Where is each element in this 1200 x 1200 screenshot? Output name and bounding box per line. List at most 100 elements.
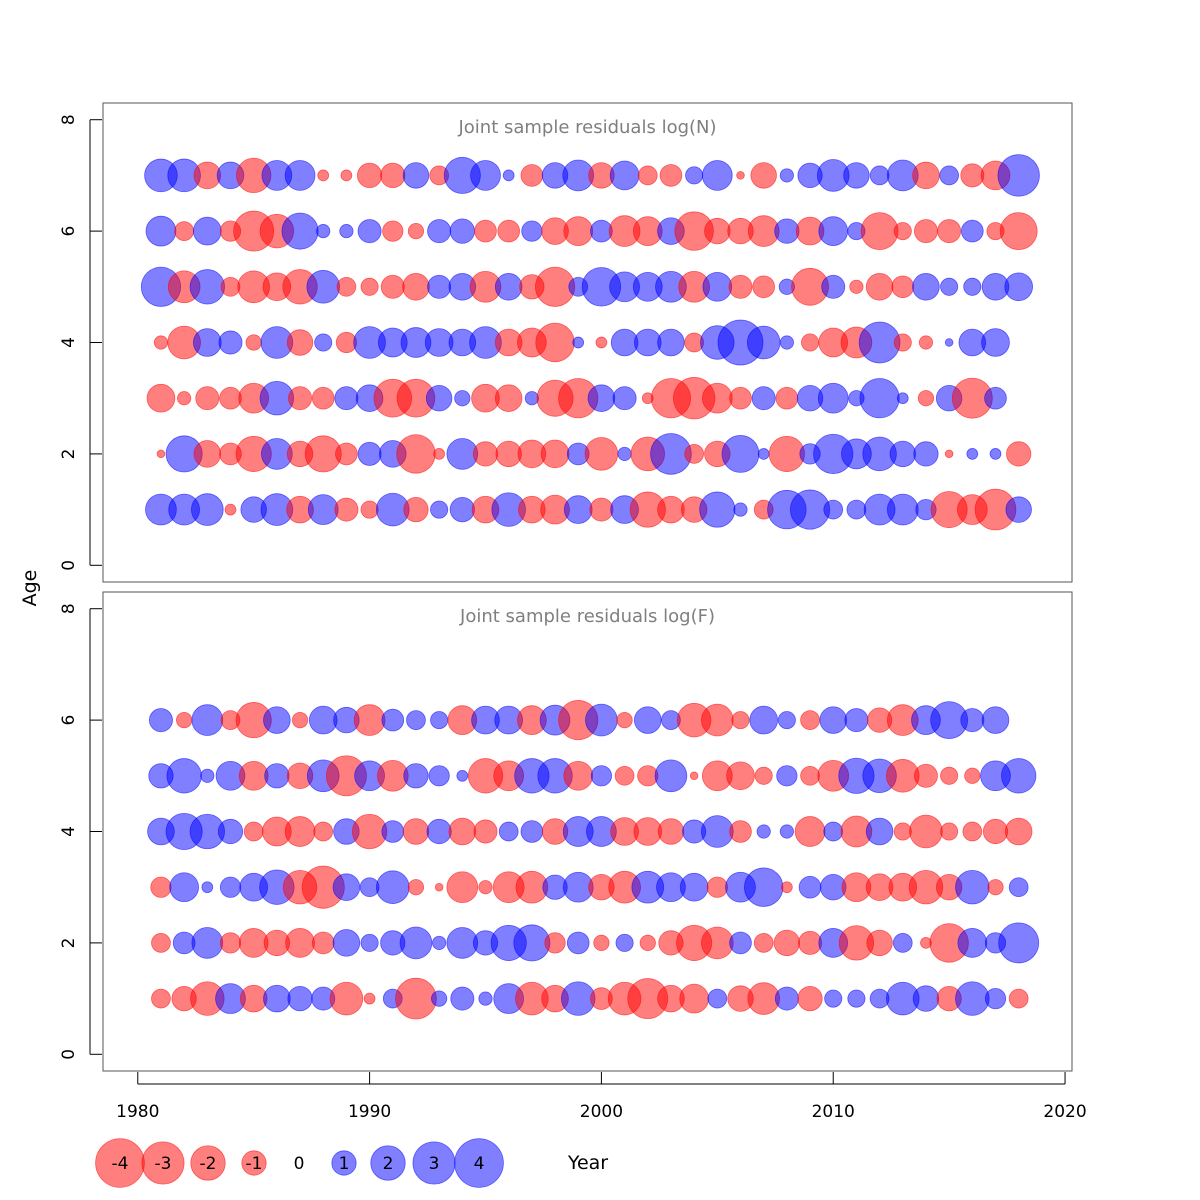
- legend-label: 4: [474, 1154, 485, 1174]
- bubble-point: [281, 212, 319, 250]
- bubble-point: [166, 758, 202, 794]
- bubble-point: [912, 273, 940, 301]
- bubble-point: [563, 760, 594, 791]
- bubble-point: [502, 169, 515, 182]
- bubble-point: [729, 820, 752, 843]
- bubble-point: [399, 926, 433, 960]
- legend-item: -1: [241, 1150, 267, 1176]
- bubble-point: [201, 881, 214, 894]
- bubble-point: [818, 216, 849, 246]
- bubble-point: [775, 386, 799, 410]
- bubble-point: [746, 325, 781, 360]
- bubble-point: [340, 169, 353, 182]
- bubble-point: [639, 934, 656, 952]
- bubble-point: [380, 162, 406, 189]
- bubble-point: [291, 711, 309, 729]
- bubble-point: [918, 335, 934, 350]
- bubble-point: [798, 930, 823, 955]
- bubble-point: [454, 390, 471, 407]
- bubble-point: [1008, 988, 1029, 1009]
- bubble-point: [449, 496, 475, 523]
- bubble-point: [699, 491, 736, 528]
- bubble-point: [984, 386, 1007, 410]
- legend-item: 1: [331, 1150, 357, 1176]
- bubble-point: [191, 927, 224, 959]
- bubble-point: [937, 219, 962, 244]
- bubble-point: [960, 163, 985, 188]
- bubble-point: [800, 710, 820, 730]
- bubble-point: [263, 706, 291, 734]
- legend-bubble: [454, 1138, 504, 1188]
- bubble-point: [360, 933, 379, 952]
- y-tick-label: 4: [59, 826, 79, 837]
- bubble-point: [961, 219, 984, 243]
- bubble-point: [701, 926, 734, 960]
- bubble-point: [473, 819, 498, 844]
- bubble-point: [494, 384, 523, 412]
- bubble-point: [426, 818, 452, 845]
- bubble-point: [450, 986, 475, 1011]
- bubble-point: [955, 981, 990, 1016]
- bubbles: [140, 154, 1040, 531]
- bubble-point: [846, 499, 867, 520]
- bubble-point: [736, 171, 745, 180]
- bubble-point: [657, 495, 685, 524]
- bubble-point: [754, 766, 773, 785]
- bubble-point: [449, 218, 475, 244]
- bubble-point: [448, 817, 477, 846]
- bubble-point: [998, 922, 1040, 964]
- bubble-point: [177, 391, 192, 406]
- bubble-point: [1004, 817, 1033, 846]
- bubble-point: [963, 277, 982, 296]
- bubble-point: [470, 160, 501, 191]
- bubble-point: [987, 879, 1004, 896]
- panel-frame: [102, 591, 1073, 1072]
- y-tick-label: 2: [59, 937, 79, 948]
- bubble-point: [866, 929, 893, 957]
- x-axis: 1980 1990 2000 2010 2020: [116, 1072, 1087, 1122]
- bubble-point: [847, 989, 866, 1008]
- bubble-point: [313, 821, 334, 842]
- bubble-point: [200, 768, 215, 783]
- bubble-point: [339, 224, 354, 239]
- bubble-point: [428, 765, 450, 787]
- bubble-point: [430, 711, 449, 730]
- bubble-point: [584, 437, 619, 471]
- bubble-point: [893, 333, 912, 352]
- bubble-point: [145, 215, 177, 247]
- bubble-point: [151, 933, 171, 953]
- bubble-point: [849, 279, 864, 294]
- bubble-point: [432, 935, 447, 950]
- y-tick-label: 0: [59, 560, 79, 571]
- bubble-point: [912, 161, 940, 190]
- bubble-point: [406, 710, 426, 730]
- y-tick-label: 6: [59, 226, 79, 237]
- bubble-point: [701, 703, 734, 737]
- bubble-point: [431, 990, 448, 1007]
- bubble-point: [219, 876, 242, 898]
- bubble-point: [402, 162, 430, 189]
- bubble-point: [430, 500, 449, 519]
- bubble-point: [801, 333, 820, 352]
- bubble-point: [913, 441, 939, 467]
- panels: 0 2 4 6 8 Joint sample residuals log(N) 0 2 4 6 8 J…: [59, 102, 1073, 1072]
- bubble-point: [891, 275, 915, 299]
- bubble-point: [1006, 441, 1032, 467]
- bubble-point: [238, 760, 269, 791]
- bubble-point: [823, 499, 844, 520]
- bubble-point: [360, 500, 379, 519]
- y-tick-label: 8: [59, 114, 79, 125]
- bubble-point: [913, 763, 938, 788]
- bubble-point: [962, 821, 983, 842]
- x-tick-label: 1980: [116, 1102, 159, 1122]
- bubble-point: [889, 440, 916, 468]
- bubble-point: [657, 818, 685, 845]
- bubble-point: [860, 212, 899, 251]
- bubble-point: [779, 824, 794, 839]
- bubble-point: [982, 818, 1009, 845]
- panel-title: Joint sample residuals log(N): [457, 117, 716, 138]
- bubble-point: [191, 493, 224, 526]
- legend-label: 2: [383, 1154, 394, 1174]
- bubble-point: [402, 273, 430, 301]
- panel-2: 0 2 4 6 8 Joint sample residuals log(F): [59, 591, 1073, 1072]
